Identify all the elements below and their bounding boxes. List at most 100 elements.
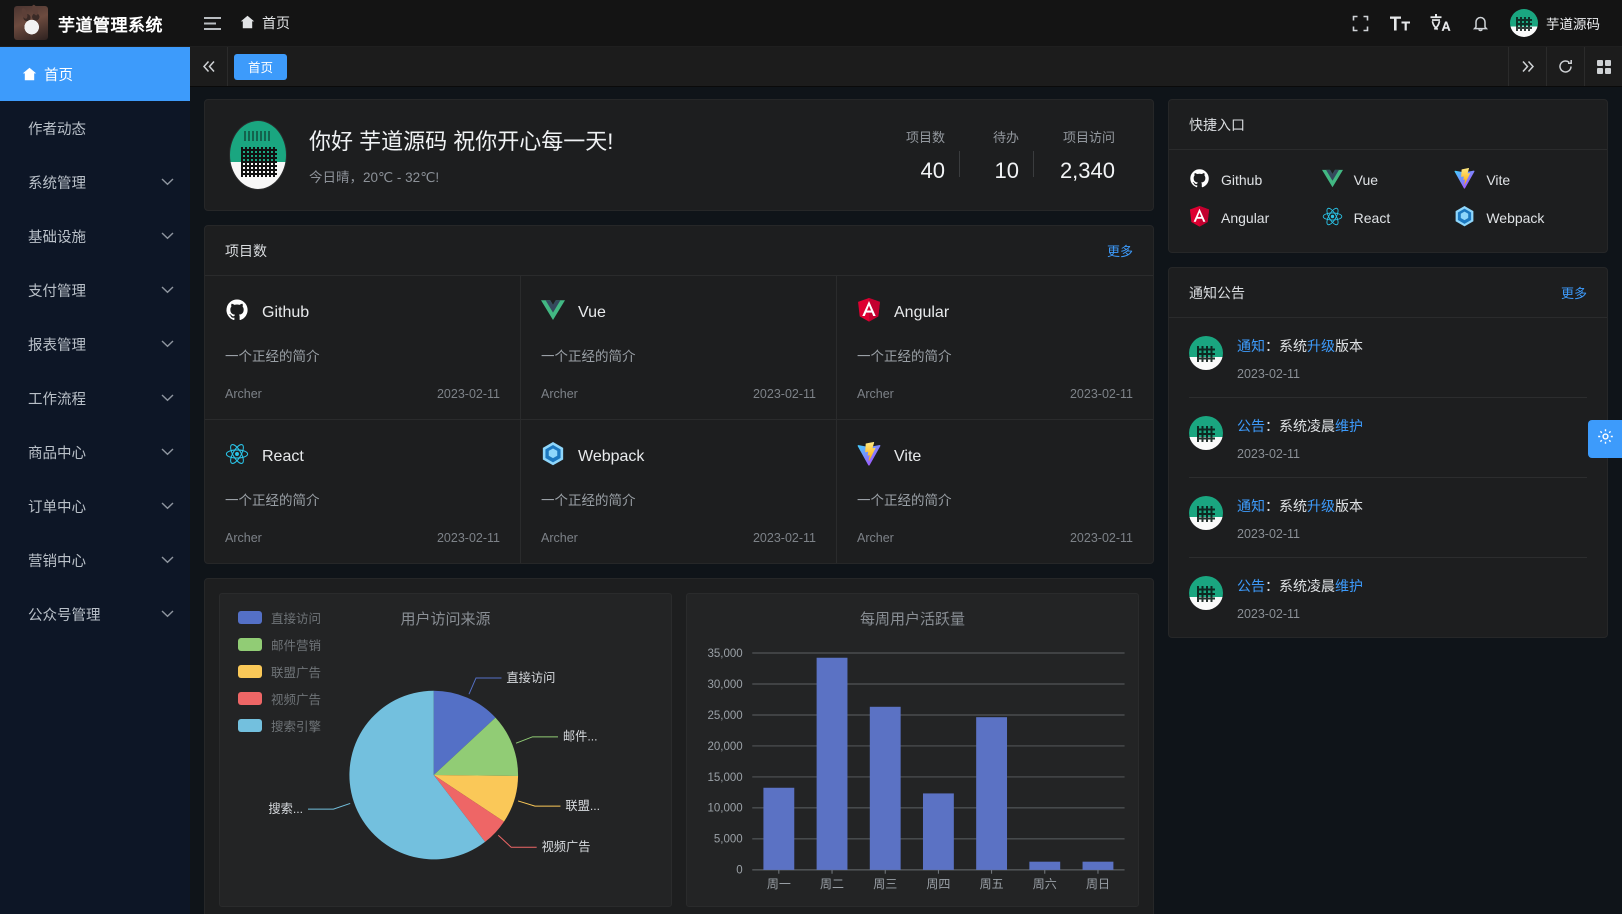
project-foot: Archer 2023-02-11 [857, 387, 1133, 401]
sidebar-item-7[interactable]: 商品中心 [0, 425, 190, 479]
fullscreen-icon[interactable] [1340, 0, 1380, 47]
notice-item[interactable]: 公告：系统凌晨维护 2023-02-11 [1189, 558, 1587, 637]
bell-icon[interactable] [1460, 0, 1500, 47]
chevron-double-left-icon[interactable] [190, 47, 228, 86]
quick-entry-label: Vite [1486, 172, 1511, 188]
quick-entry-grid: Github Vue Vite Angular React Webpack [1169, 150, 1607, 252]
legend-label: 联盟广告 [271, 666, 322, 680]
quick-entry-item[interactable]: Vite [1454, 168, 1587, 192]
sidebar-item-0[interactable]: 首页 [0, 47, 190, 101]
sidebar-item-9[interactable]: 营销中心 [0, 533, 190, 587]
font-size-icon[interactable] [1380, 0, 1420, 47]
settings-fab[interactable] [1588, 420, 1622, 458]
sidebar-item-label: 工作流程 [28, 391, 86, 408]
chevron-double-right-icon[interactable] [1508, 47, 1546, 86]
right-column: 快捷入口 Github Vue Vite Angular React [1168, 99, 1608, 914]
projects-more-link[interactable]: 更多 [1106, 244, 1133, 259]
sidebar-item-label: 营销中心 [28, 553, 86, 570]
notice-date: 2023-02-11 [1237, 527, 1301, 541]
project-card[interactable]: Webpack 一个正经的简介 Archer 2023-02-11 [521, 420, 837, 563]
translate-icon[interactable] [1420, 0, 1460, 47]
pie-legend-item[interactable]: 直接访问 [238, 608, 321, 627]
stat-value: 2,340 [1059, 157, 1115, 183]
logo-zone[interactable]: 芋道管理系统 [0, 6, 190, 40]
project-card[interactable]: React 一个正经的简介 Archer 2023-02-11 [205, 420, 521, 563]
svg-text:15,000: 15,000 [707, 772, 742, 784]
sidebar-item-2[interactable]: 系统管理 [0, 155, 190, 209]
welcome-banner: 你好 芋道源码 祝你开心每一天! 今日晴，20℃ - 32℃! 项目数 40 待办 1… [204, 99, 1154, 211]
project-foot: Archer 2023-02-11 [541, 531, 816, 545]
hamburger-icon[interactable] [190, 16, 234, 30]
notice-avatar [1189, 416, 1223, 450]
tab-bar: 首页 [190, 47, 1622, 87]
quick-entry-item[interactable]: Github [1189, 168, 1322, 192]
pie-legend-item[interactable]: 视频广告 [238, 689, 321, 708]
project-name: Github [262, 303, 310, 321]
content-area: 你好 芋道源码 祝你开心每一天! 今日晴，20℃ - 32℃! 项目数 40 待办 1… [190, 87, 1622, 914]
sidebar-item-5[interactable]: 报表管理 [0, 317, 190, 371]
project-desc: 一个正经的简介 [541, 493, 636, 508]
project-head: Github [225, 298, 500, 327]
sidebar-item-3[interactable]: 基础设施 [0, 209, 190, 263]
project-card[interactable]: Vue 一个正经的简介 Archer 2023-02-11 [521, 276, 837, 420]
notice-item[interactable]: 通知：系统升级版本 2023-02-11 [1189, 318, 1587, 398]
grid-icon[interactable] [1584, 47, 1622, 86]
stat-2: 项目访问 2,340 [1033, 127, 1129, 184]
project-card[interactable]: Github 一个正经的简介 Archer 2023-02-11 [205, 276, 521, 420]
bar-chart-title: 每周用户活跃量 [859, 611, 965, 628]
user-name: 芋道源码 [1546, 17, 1600, 32]
user-chip[interactable]: 芋道源码 [1500, 9, 1606, 37]
bar-chart: 每周用户活跃量 0 5,000 10,000 15,000 20,000 25,000 30… [686, 593, 1139, 907]
chevron-down-icon [161, 556, 174, 564]
project-foot: Archer 2023-02-11 [225, 387, 500, 401]
notices-card: 通知公告 更多 通知：系统升级版本 2023-02-11 公告：系统凌晨维护 2… [1168, 267, 1608, 638]
legend-swatch [238, 692, 262, 705]
project-date: 2023-02-11 [752, 387, 816, 401]
project-foot: Archer 2023-02-11 [541, 387, 816, 401]
notice-item[interactable]: 公告：系统凌晨维护 2023-02-11 [1189, 398, 1587, 478]
svg-text:周日: 周日 [1086, 877, 1110, 891]
project-author: Archer [541, 387, 578, 401]
pie-legend-item[interactable]: 邮件营销 [238, 635, 321, 654]
project-card[interactable]: Vite 一个正经的简介 Archer 2023-02-11 [837, 420, 1153, 563]
notice-list: 通知：系统升级版本 2023-02-11 公告：系统凌晨维护 2023-02-1… [1169, 318, 1607, 637]
body: 首页 作者动态 系统管理 基础设施 支付管理 报表管理 工作流程 商品中心 订单中心 营销中心 公众… [0, 47, 1622, 914]
vue-icon [1321, 168, 1343, 192]
breadcrumb-label: 首页 [262, 15, 290, 31]
pie-canvas: 直接访问 邮件... 联盟... 视频广告 搜索... [220, 648, 671, 906]
tab-0[interactable]: 首页 [234, 53, 288, 80]
project-name: Vue [578, 303, 606, 321]
angular-icon [857, 298, 881, 327]
sidebar-item-8[interactable]: 订单中心 [0, 479, 190, 533]
quick-entry-label: Angular [1221, 210, 1270, 226]
refresh-icon[interactable] [1546, 47, 1584, 86]
project-author: Archer [541, 531, 578, 545]
svg-text:邮件...: 邮件... [563, 730, 598, 744]
quick-entry-item[interactable]: Webpack [1454, 206, 1587, 230]
breadcrumb[interactable]: 首页 [234, 13, 290, 33]
react-icon [1322, 206, 1343, 230]
project-name: Vite [894, 447, 922, 465]
sidebar-item-1[interactable]: 作者动态 [0, 101, 190, 155]
sidebar-item-6[interactable]: 工作流程 [0, 371, 190, 425]
pie-legend-item[interactable]: 搜索引擎 [238, 716, 321, 735]
sidebar-item-10[interactable]: 公众号管理 [0, 587, 190, 641]
avatar [1510, 9, 1538, 37]
notices-title: 通知公告 [1189, 284, 1245, 301]
legend-swatch [238, 665, 262, 678]
project-desc: 一个正经的简介 [225, 349, 320, 364]
main-column: 首页 [190, 47, 1622, 914]
quick-entry-item[interactable]: React [1322, 206, 1455, 230]
pie-legend-item[interactable]: 联盟广告 [238, 662, 321, 681]
notice-body: 通知：系统升级版本 2023-02-11 [1237, 336, 1587, 381]
project-card[interactable]: Angular 一个正经的简介 Archer 2023-02-11 [837, 276, 1153, 420]
stat-label: 项目数 [905, 129, 945, 145]
notice-item[interactable]: 通知：系统升级版本 2023-02-11 [1189, 478, 1587, 558]
sidebar-item-4[interactable]: 支付管理 [0, 263, 190, 317]
quick-entry-item[interactable]: Angular [1189, 206, 1322, 230]
quick-entry-item[interactable]: Vue [1321, 168, 1455, 192]
svg-text:周五: 周五 [980, 877, 1004, 891]
notices-more-link[interactable]: 更多 [1560, 286, 1587, 301]
notice-avatar [1189, 496, 1223, 530]
vite-icon [857, 442, 881, 471]
